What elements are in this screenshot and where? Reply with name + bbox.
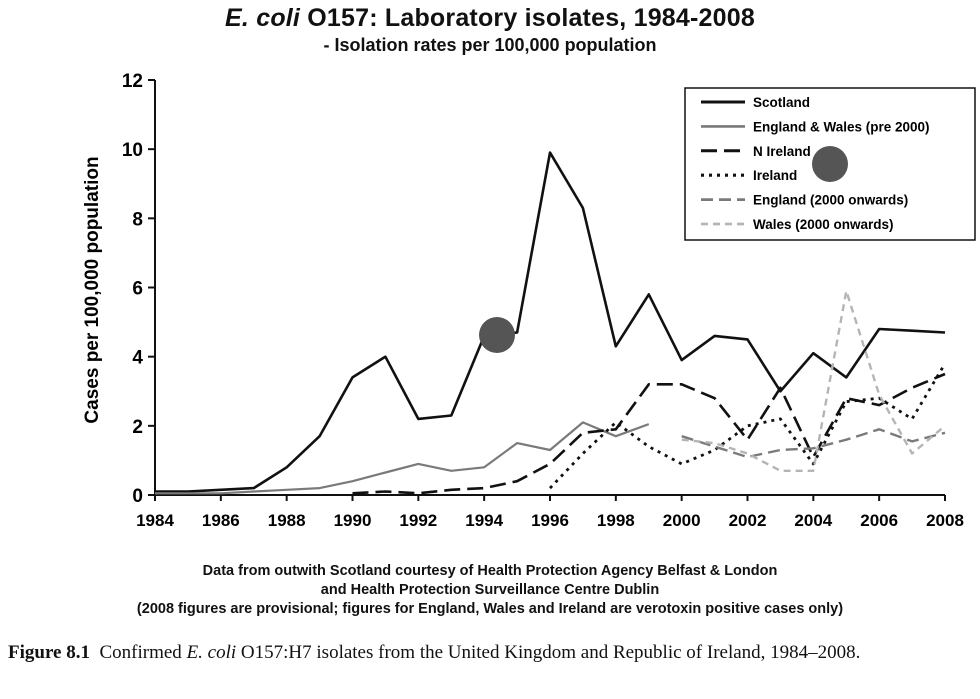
x-tick-label: 2006 xyxy=(860,511,898,530)
series-line-0 xyxy=(155,151,946,493)
note-line-1: Data from outwith Scotland courtesy of H… xyxy=(202,563,778,579)
y-tick-label: 6 xyxy=(132,279,143,300)
x-tick-label: 1998 xyxy=(597,511,635,530)
x-tick-label: 1984 xyxy=(136,511,174,530)
series-line-1 xyxy=(155,421,650,495)
x-tick-label: 1986 xyxy=(202,511,240,530)
caption-italic: E. coli xyxy=(186,642,237,663)
x-tick-label: 1994 xyxy=(465,511,503,530)
note-line-2: and Health Protection Surveillance Centr… xyxy=(320,582,660,598)
x-tick-label: 1992 xyxy=(399,511,437,530)
series-layer xyxy=(155,151,947,495)
chart-title-italic: E. coli xyxy=(225,4,301,32)
x-tick-label: 2002 xyxy=(729,511,767,530)
legend-label: England & Wales (pre 2000) xyxy=(753,119,930,134)
series-line-3 xyxy=(548,362,947,490)
x-tick-label: 1990 xyxy=(334,511,372,530)
y-tick-label: 0 xyxy=(132,486,143,507)
series-line-4 xyxy=(681,428,946,459)
circle-marker xyxy=(479,317,515,353)
y-tick-label: 10 xyxy=(122,140,143,161)
chart-subtitle: - Isolation rates per 100,000 population xyxy=(323,35,657,55)
legend-label: Ireland xyxy=(753,168,797,183)
legend-label: England (2000 onwards) xyxy=(753,193,908,208)
note-line-3: (2008 figures are provisional; figures f… xyxy=(136,601,844,617)
y-tick-label: 12 xyxy=(122,71,143,92)
x-tick-label: 2008 xyxy=(926,511,964,530)
axes: 0 2 4 6 8 10 12 1984 1986 1988 1990 1992 1994 1996 199… xyxy=(122,71,964,530)
legend-label: N Ireland xyxy=(753,144,811,159)
series-line-2 xyxy=(352,372,946,495)
y-tick-label: 2 xyxy=(132,417,143,438)
legend-label: Scotland xyxy=(753,95,810,110)
x-tick-label: 1996 xyxy=(531,511,569,530)
circle-marker xyxy=(812,146,848,182)
chart-title-rest: O157: Laboratory isolates, 1984-2008 xyxy=(300,4,755,32)
y-tick-label: 8 xyxy=(132,209,143,230)
y-tick-label: 4 xyxy=(132,348,143,369)
figure-caption: Figure 8.1 Confirmed E. coli O157:H7 iso… xyxy=(8,640,978,665)
x-tick-label: 2000 xyxy=(663,511,701,530)
legend: Scotland England & Wales (pre 2000) N Irel… xyxy=(684,87,976,241)
figure-label: Figure 8.1 xyxy=(8,642,90,663)
chart: E. coli O157: Laboratory isolates, 1984-… xyxy=(0,4,980,619)
caption-pre: Confirmed xyxy=(99,642,187,663)
chart-title-block: E. coli O157: Laboratory isolates, 1984-… xyxy=(0,4,980,56)
x-tick-label: 2004 xyxy=(794,511,832,530)
x-tick-label: 1988 xyxy=(268,511,306,530)
y-axis-label: Cases per 100,000 population xyxy=(82,156,103,423)
data-source-notes: Data from outwith Scotland courtesy of H… xyxy=(0,562,980,619)
series-line-5 xyxy=(681,289,946,472)
markers xyxy=(479,146,848,353)
chart-title: E. coli O157: Laboratory isolates, 1984-… xyxy=(0,4,980,33)
legend-label: Wales (2000 onwards) xyxy=(753,217,894,232)
plot-area: 0 2 4 6 8 10 12 1984 1986 1988 1990 1992 1994 1996 199… xyxy=(82,71,976,530)
caption-post: O157:H7 isolates from the United Kingdom… xyxy=(236,642,861,663)
